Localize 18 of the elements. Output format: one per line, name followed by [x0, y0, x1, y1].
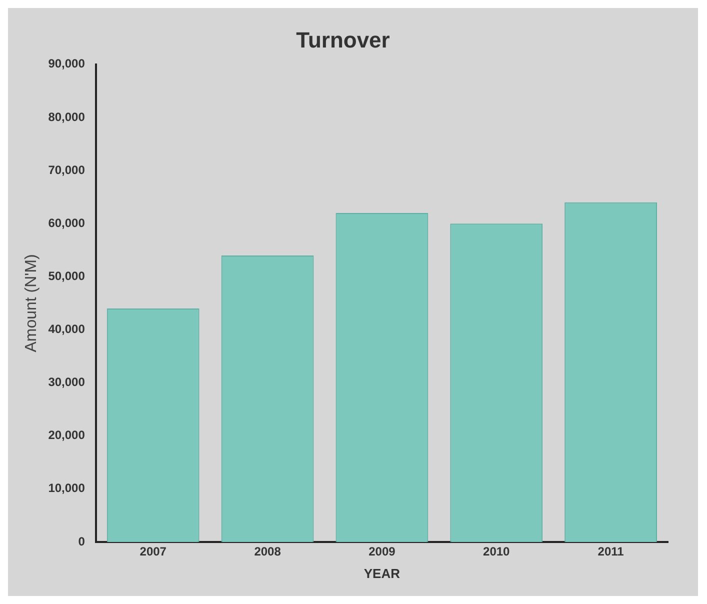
- y-tick-label: 60,000: [48, 216, 86, 230]
- x-tick-label: 2011: [598, 544, 624, 559]
- y-tick-label: 40,000: [48, 322, 86, 336]
- x-tick-label: 2007: [140, 544, 167, 559]
- y-tick-label: 20,000: [48, 428, 86, 442]
- y-tick-label: 0: [78, 534, 86, 548]
- y-tick-label: 30,000: [48, 375, 86, 390]
- x-axis-title: YEAR: [364, 566, 401, 581]
- y-tick-label: 70,000: [48, 162, 86, 177]
- y-tick-label: 50,000: [48, 268, 86, 283]
- y-tick-label: 90,000: [48, 56, 86, 71]
- y-axis-title: Amount (N'M): [23, 254, 40, 352]
- x-tick-label: 2009: [368, 544, 396, 559]
- x-tick-label: 2008: [254, 544, 282, 559]
- x-tick-label: 2010: [483, 544, 510, 559]
- chart-title: Turnover: [296, 27, 390, 52]
- y-tick-label: 80,000: [48, 110, 86, 124]
- y-tick-label: 10,000: [48, 481, 86, 496]
